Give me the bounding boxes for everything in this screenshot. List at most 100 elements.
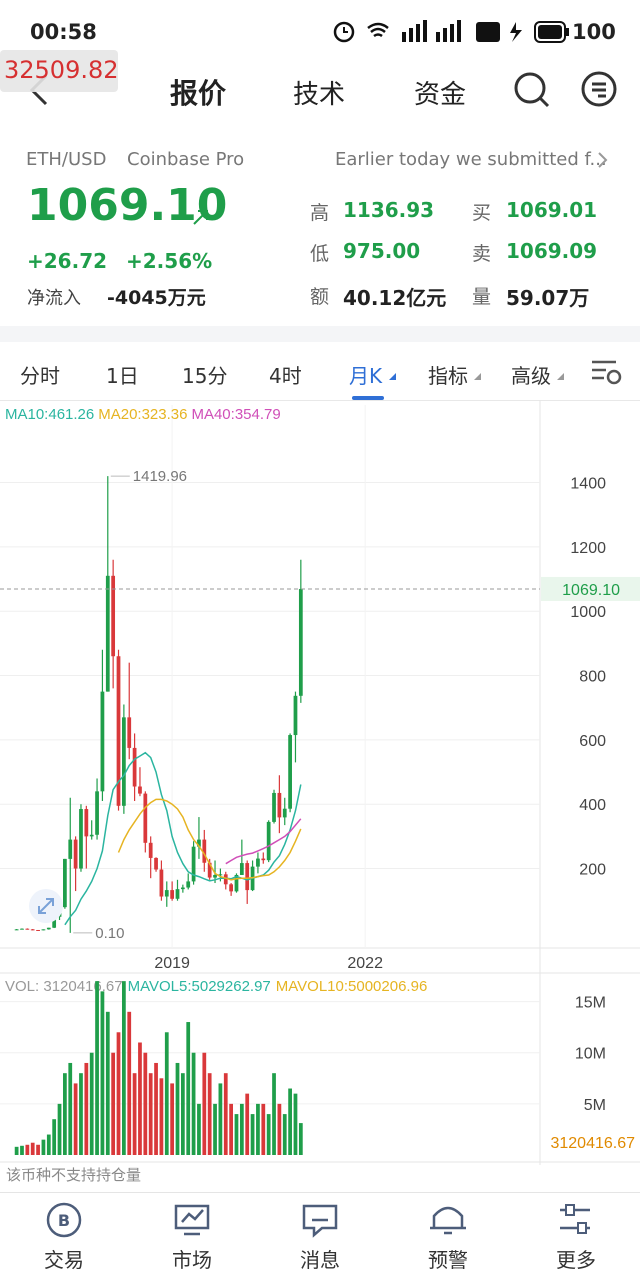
status-icons (333, 20, 522, 43)
menu-button[interactable] (580, 70, 620, 110)
volume-bar (89, 1052, 94, 1155)
candle-body (234, 874, 239, 892)
ma-line (225, 818, 302, 865)
candle-body (256, 858, 260, 867)
volume-bar (272, 1073, 276, 1155)
candle-body (159, 869, 164, 897)
volume-bar (41, 1139, 46, 1155)
volume-bar (148, 1073, 153, 1155)
candle-body (138, 786, 142, 794)
net-inflow-label: 净流入 (27, 288, 81, 309)
volume-tick-label: 10M (575, 1046, 606, 1063)
volume-bar (132, 1073, 137, 1155)
candle-body (261, 858, 266, 861)
nav-tab[interactable]: 资金 (414, 80, 467, 110)
candle-body (293, 695, 298, 736)
up-arrow (193, 210, 208, 225)
high-label: 1419.96 (133, 468, 187, 485)
candle-body (111, 575, 116, 657)
volume-bar (191, 1052, 196, 1155)
volume-bar (245, 1093, 250, 1155)
stat-value: 975.00 (343, 239, 421, 263)
period-tab[interactable]: 15分 (182, 364, 228, 388)
net-inflow: -4045万元 (107, 287, 206, 309)
period-tab[interactable]: 1日 (106, 364, 139, 388)
volume-bar (175, 1062, 180, 1155)
candle-body (84, 809, 89, 837)
period-tab[interactable]: 分时 (20, 364, 60, 388)
low-label: 0.10 (95, 925, 124, 942)
volume-bar (293, 1093, 298, 1155)
candle-body (266, 821, 271, 861)
nav-tab[interactable]: 技术 (293, 80, 346, 110)
candle-body (282, 808, 287, 818)
stat-label: 高 (310, 202, 330, 224)
period-tab[interactable]: 指标 (428, 364, 468, 388)
volume-bar (223, 1073, 228, 1155)
x-tick-label: 2019 (154, 955, 190, 972)
search-button[interactable] (512, 70, 552, 110)
tab-label[interactable]: 交易 (44, 1248, 84, 1272)
candle-body (197, 839, 201, 847)
tab-label[interactable]: 更多 (556, 1248, 596, 1272)
candle-body (218, 874, 223, 876)
volume-bar (105, 1011, 110, 1155)
volume-bar (84, 1062, 89, 1155)
volume-bar (298, 1123, 303, 1155)
stat-value: 1136.93 (343, 198, 435, 222)
volume-bar (127, 1011, 132, 1155)
ma-line (64, 751, 302, 926)
tab-label[interactable]: 预警 (428, 1248, 468, 1272)
volume-bar (111, 1052, 116, 1155)
period-tab[interactable]: 4时 (269, 364, 302, 388)
volume-bar (68, 1062, 73, 1155)
tab-label[interactable]: 消息 (300, 1248, 340, 1272)
candle-body (164, 890, 169, 897)
candle-body (245, 863, 250, 891)
y-tick-label: 1000 (570, 604, 606, 621)
volume-bar (180, 1073, 185, 1155)
price-change-pct: +2.56% (126, 249, 213, 273)
volume-bar (159, 1078, 164, 1155)
volume-bar (202, 1052, 207, 1155)
candle-body (36, 929, 40, 931)
volume-bar (277, 1103, 282, 1155)
candle-body (239, 863, 244, 875)
volume-bar (288, 1088, 292, 1155)
volume-bar (73, 1083, 78, 1155)
volume-bar (95, 981, 99, 1155)
nav-tab[interactable]: 报价 (170, 77, 227, 110)
volume-bar (164, 1032, 169, 1155)
ma-legend: MA10:461.26 (5, 406, 94, 423)
candle-body (207, 862, 212, 878)
candle-body (175, 889, 180, 899)
dropdown-mark (389, 373, 396, 380)
period-tab[interactable]: 月K (349, 364, 383, 388)
candle-body (30, 929, 35, 931)
volume-bar (52, 1119, 57, 1155)
candle-body (277, 792, 282, 818)
volume-legend: VOL: 3120416.67 (5, 978, 123, 995)
volume-bar (154, 1062, 158, 1155)
ma-legend: MA40:354.79 (191, 406, 280, 423)
y-tick-label: 400 (579, 797, 606, 814)
volume-bar (239, 1103, 244, 1155)
candle-body (202, 839, 207, 863)
volume-bar (57, 1103, 62, 1155)
chart-settings[interactable] (590, 358, 624, 386)
volume-bar (266, 1114, 271, 1155)
news-ticker[interactable]: Earlier today we submitted f... (335, 149, 607, 170)
y-tick-label: 1400 (570, 476, 606, 493)
volume-bar (256, 1103, 260, 1155)
active-tab-underline (352, 396, 384, 400)
period-tab[interactable]: 高级 (511, 364, 551, 388)
stat-value: 1069.01 (506, 198, 598, 222)
tab-label[interactable]: 市场 (172, 1248, 212, 1272)
last-price-label: 1069.10 (562, 582, 620, 599)
volume-last-label: 3120416.67 (550, 1135, 635, 1152)
candle-body (46, 927, 51, 930)
dropdown-mark (474, 373, 481, 380)
volume-tick-label: 5M (584, 1097, 606, 1114)
ma-line (117, 798, 302, 881)
volume-bar (138, 1042, 142, 1155)
